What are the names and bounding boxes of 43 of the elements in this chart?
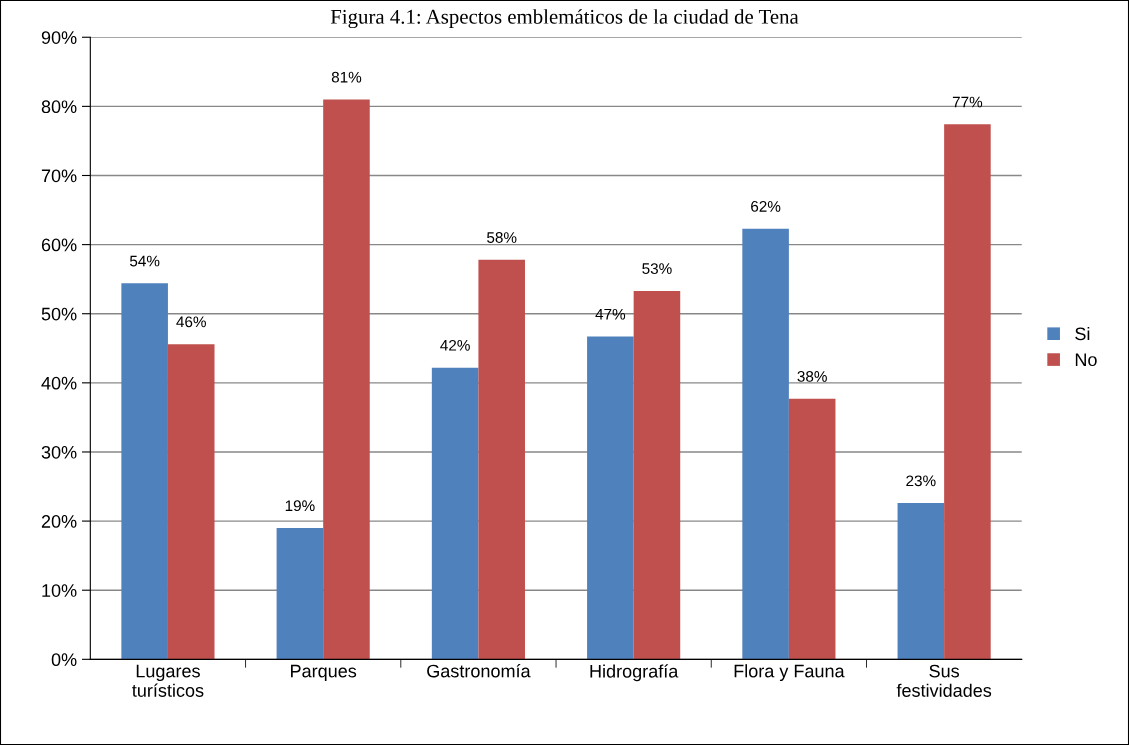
bar — [323, 99, 370, 660]
bar — [897, 503, 945, 660]
x-tick-label: Parques — [291, 664, 357, 682]
bar — [944, 124, 991, 660]
data-label: 53% — [642, 263, 672, 275]
y-tick-label: 50% — [41, 307, 77, 321]
bar — [587, 336, 634, 660]
bar — [788, 398, 836, 660]
bar — [276, 528, 324, 660]
bar — [742, 228, 789, 660]
bar — [478, 259, 525, 660]
legend-label: No — [1075, 353, 1097, 367]
data-label: 54% — [129, 255, 160, 267]
y-tick-label: 20% — [41, 515, 77, 528]
legend-label: Si — [1075, 326, 1090, 341]
x-tick-label: Flora y Fauna — [734, 664, 845, 682]
data-label: 58% — [487, 232, 517, 243]
x-tick-label: Gastronomía — [427, 663, 531, 678]
y-tick-label: 80% — [41, 100, 77, 114]
data-label: 19% — [285, 500, 315, 512]
y-tick-label: 40% — [41, 376, 77, 390]
data-label: 38% — [797, 371, 827, 382]
bar — [633, 290, 681, 660]
data-label: 81% — [331, 71, 362, 83]
bar — [431, 367, 479, 660]
x-tick-label: Sus festividades — [896, 664, 992, 697]
bar — [167, 344, 215, 660]
y-tick-label: 30% — [41, 445, 77, 459]
x-tick-label: Hidrografía — [590, 664, 679, 682]
bar — [121, 283, 168, 660]
y-tick-label: 60% — [41, 238, 77, 252]
data-label: 42% — [440, 339, 470, 351]
data-label: 23% — [906, 475, 936, 487]
y-tick-label: 10% — [42, 584, 77, 597]
y-tick-label: 70% — [41, 169, 77, 183]
data-label: 47% — [595, 308, 626, 320]
y-tick-label: 0% — [51, 653, 77, 667]
x-tick-label: Lugares turísticos — [132, 664, 204, 697]
data-label: 62% — [751, 200, 781, 212]
chart-title: Figura 4.1: Aspectos emblemáticos de la ciudad de Tena — [330, 9, 799, 29]
y-tick-label: 90% — [41, 31, 77, 44]
data-label: 46% — [176, 316, 206, 328]
data-label: 77% — [952, 96, 983, 108]
